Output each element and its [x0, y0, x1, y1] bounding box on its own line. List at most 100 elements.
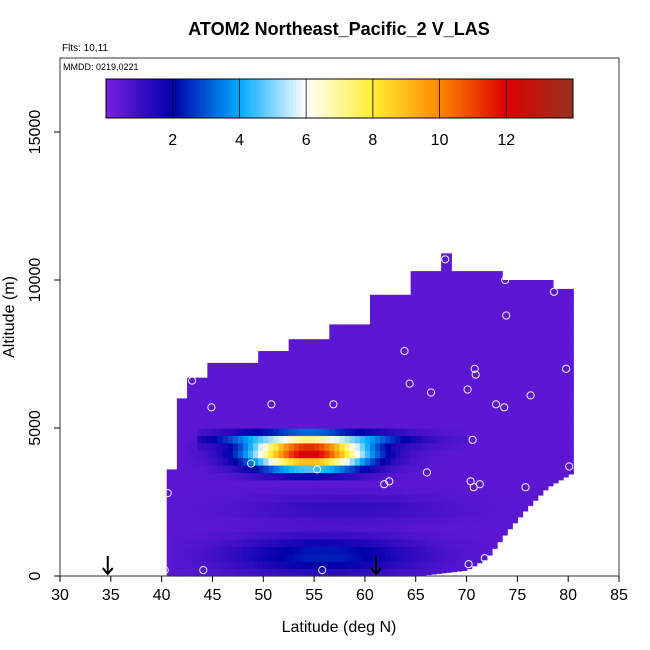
heatmap-cell [344, 479, 351, 488]
heatmap-cell [293, 553, 300, 562]
heatmap-cell [420, 428, 427, 436]
heatmap-cell [517, 509, 524, 518]
heatmap-cell [263, 502, 269, 510]
heatmap-cell [436, 435, 442, 444]
heatmap-cell [410, 472, 417, 481]
heatmap-cell [278, 553, 285, 562]
heatmap-cell [354, 339, 361, 348]
heatmap-cell [486, 531, 493, 540]
heatmap-cell [522, 280, 529, 288]
heatmap-cell [248, 420, 254, 429]
heatmap-cell [248, 450, 254, 459]
heatmap-cell [380, 420, 386, 429]
heatmap-cell [263, 472, 269, 481]
observation-point [469, 483, 478, 492]
heatmap-cell [303, 413, 310, 422]
colorbar-swatch [466, 79, 471, 118]
heatmap-cell [273, 524, 280, 533]
heatmap-cell [364, 361, 371, 370]
heatmap-cell [232, 405, 239, 414]
heatmap-cell [354, 546, 361, 555]
colorbar-swatch [449, 79, 454, 118]
heatmap-cell [339, 524, 346, 533]
heatmap-cell [222, 553, 229, 562]
heatmap-cell [390, 435, 396, 444]
heatmap-cell [461, 376, 468, 385]
heatmap-cell [349, 405, 356, 414]
heatmap-cell [232, 398, 239, 407]
heatmap-cell [334, 465, 341, 473]
heatmap-cell [456, 405, 463, 414]
heatmap-cell [258, 361, 264, 370]
colorbar-swatch [406, 79, 411, 118]
heatmap-cell [329, 546, 336, 555]
heatmap-cell [288, 346, 295, 355]
colorbar-swatch [139, 79, 144, 118]
heatmap-cell [420, 361, 427, 370]
heatmap-cell [405, 354, 412, 362]
heatmap-cell [446, 272, 452, 281]
heatmap-cell [446, 294, 452, 303]
heatmap-cell [441, 457, 447, 466]
heatmap-cell [466, 302, 473, 311]
colorbar-swatch [259, 79, 264, 118]
heatmap-cell [517, 317, 524, 325]
heatmap-cell [441, 317, 447, 325]
heatmap-cell [441, 339, 447, 348]
heatmap-cell [273, 383, 280, 392]
heatmap-cell [344, 398, 351, 407]
heatmap-cell [420, 435, 427, 444]
heatmap-cell [227, 509, 234, 518]
heatmap-cell [319, 561, 325, 570]
heatmap-cell [212, 502, 219, 510]
observation-point [405, 379, 414, 388]
heatmap-cell [466, 516, 473, 525]
heatmap-cell [202, 487, 208, 496]
heatmap-cell [430, 302, 437, 311]
heatmap-cell [232, 516, 239, 525]
heatmap-cell [476, 309, 483, 318]
heatmap-cell [456, 479, 463, 488]
heatmap-cell [283, 405, 290, 414]
colorbar-swatch [392, 79, 397, 118]
heatmap-cell [563, 405, 569, 414]
heatmap-cell [288, 539, 295, 547]
heatmap-cell [552, 309, 559, 318]
heatmap-cell [410, 405, 417, 414]
heatmap-cell [502, 509, 508, 518]
heatmap-cell [430, 294, 437, 303]
heatmap-cell [192, 405, 198, 414]
heatmap-cell [207, 435, 214, 444]
heatmap-cell [268, 383, 275, 392]
heatmap-cell [339, 405, 346, 414]
heatmap-cell [273, 420, 280, 429]
heatmap-cell [334, 531, 341, 540]
heatmap-cell [278, 546, 285, 555]
heatmap-cell [232, 465, 239, 473]
heatmap-cell [456, 346, 463, 355]
heatmap-cell [192, 531, 198, 540]
heatmap-cell [532, 280, 539, 288]
heatmap-cell [293, 450, 300, 459]
colorbar-swatch [276, 79, 280, 118]
heatmap-cell [329, 442, 336, 451]
heatmap-cell [420, 354, 427, 362]
heatmap-cell [481, 405, 488, 414]
heatmap-cell [349, 383, 356, 392]
heatmap-cell [202, 502, 208, 510]
heatmap-cell [349, 428, 356, 436]
heatmap-cell [390, 472, 396, 481]
heatmap-cell [339, 487, 346, 496]
heatmap-cell [502, 339, 508, 348]
heatmap-cell [385, 339, 391, 348]
heatmap-cell [481, 354, 488, 362]
heatmap-cell [461, 272, 468, 281]
heatmap-cell [491, 391, 498, 399]
heatmap-cell [176, 405, 183, 414]
heatmap-cell [425, 331, 432, 340]
heatmap-cell [171, 546, 178, 555]
heatmap-cell [263, 420, 269, 429]
heatmap-cell [390, 383, 396, 392]
heatmap-cell [410, 287, 417, 296]
heatmap-cell [568, 420, 574, 429]
